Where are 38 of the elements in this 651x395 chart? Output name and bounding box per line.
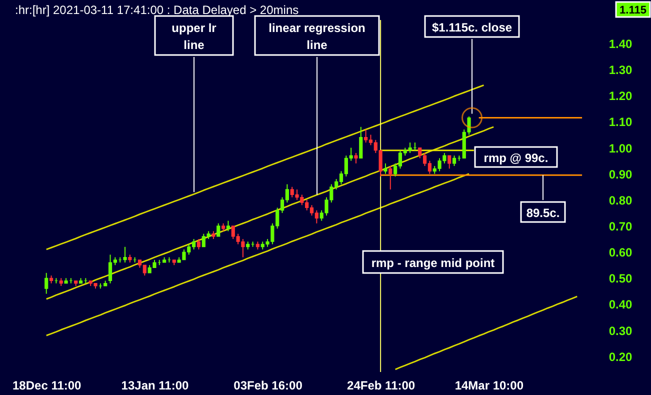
candlestick — [216, 222, 220, 237]
y-tick-label: 1.20 — [608, 89, 632, 104]
x-tick-label: 24Feb 11:00 — [347, 378, 416, 392]
y-tick-label: 0.50 — [608, 272, 632, 286]
y-tick-label: 0.60 — [608, 246, 632, 260]
text: 1.115 — [620, 4, 646, 16]
x-tick-label: 03Feb 16:00 — [234, 378, 303, 392]
annotation: rmp - range mid point — [371, 256, 495, 270]
annotation: rmp @ 99c. — [484, 151, 548, 165]
annotation: $1.115c. close — [432, 20, 512, 34]
candlestick — [388, 166, 392, 190]
candlestick — [354, 152, 358, 164]
annotation: 89.5c. — [526, 206, 560, 220]
line-series — [46, 84, 485, 250]
candlestick — [359, 126, 363, 159]
candlestick — [384, 162, 388, 174]
x-tick-label: 18Dec 11:00 — [12, 378, 82, 392]
chart-title: :hr:[hr] 2021-03-11 17:41:00 : Data Delayed > 20mins — [15, 3, 299, 17]
y-tick-label: 1.40 — [608, 36, 632, 51]
candlestick — [448, 155, 452, 170]
candlestick — [226, 220, 230, 232]
y-tick-label: 1.10 — [608, 115, 632, 130]
x-tick-label: 14Mar 10:00 — [454, 378, 524, 392]
y-tick-label: 0.70 — [608, 219, 632, 234]
annotation: linear regression line — [268, 21, 366, 52]
y-tick-label: 0.80 — [608, 193, 632, 208]
y-tick-label: 0.90 — [608, 167, 632, 182]
y-tick-label: 1.30 — [608, 63, 632, 78]
x-tick-label: 13Jan 11:00 — [121, 378, 190, 392]
y-tick-label: 0.20 — [608, 350, 632, 364]
candlestick — [196, 238, 201, 250]
y-tick-label: 1.00 — [608, 141, 632, 156]
candlestick — [44, 272, 48, 294]
y-tick-label: 0.40 — [608, 298, 632, 312]
line-series — [394, 296, 578, 370]
y-tick-label: 0.30 — [608, 324, 632, 338]
annotation: upper lr line — [172, 21, 217, 52]
candlestick — [452, 155, 456, 167]
